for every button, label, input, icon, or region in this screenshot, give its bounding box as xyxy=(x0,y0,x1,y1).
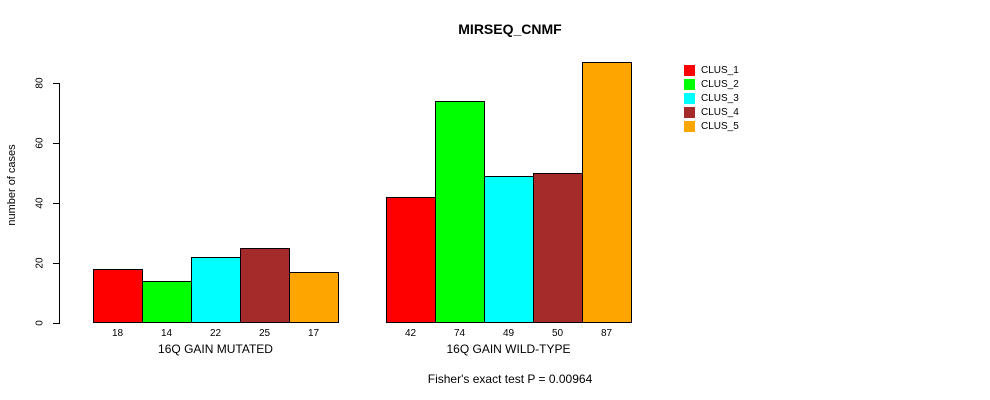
legend-label: CLUS_1 xyxy=(701,65,739,76)
bar-clus_4-group-1 xyxy=(240,248,290,323)
y-tick-label: 0 xyxy=(34,320,46,326)
bar-value-label: 22 xyxy=(209,328,222,339)
bar-value-label: 25 xyxy=(258,328,271,339)
legend-swatch-icon xyxy=(684,93,695,104)
y-tick-label: 80 xyxy=(34,77,46,89)
y-axis-label: number of cases xyxy=(6,144,18,226)
footer-annotation: Fisher's exact test P = 0.00964 xyxy=(427,372,593,386)
y-tick-mark xyxy=(53,262,60,264)
bar-clus_4-group-2 xyxy=(533,173,583,323)
bar-value-label: 87 xyxy=(600,328,613,339)
bar-value-label: 14 xyxy=(160,328,173,339)
legend-swatch-icon xyxy=(684,79,695,90)
group-label-1: 16Q GAIN MUTATED xyxy=(158,342,273,356)
y-tick-mark xyxy=(53,82,60,84)
legend-row-clus_2: CLUS_2 xyxy=(684,79,739,90)
legend-row-clus_4: CLUS_4 xyxy=(684,107,739,118)
legend: CLUS_1 CLUS_2 CLUS_3 CLUS_4 CLUS_5 xyxy=(684,65,739,135)
y-tick-label: 20 xyxy=(34,257,46,269)
bar-value-label: 18 xyxy=(111,328,124,339)
legend-label: CLUS_2 xyxy=(701,79,739,90)
legend-label: CLUS_5 xyxy=(701,121,739,132)
bar-clus_5-group-2 xyxy=(582,62,632,323)
bar-clus_1-group-1 xyxy=(93,269,143,323)
y-tick-label: 60 xyxy=(34,137,46,149)
bar-value-label: 17 xyxy=(307,328,320,339)
bar-clus_5-group-1 xyxy=(289,272,339,323)
legend-row-clus_5: CLUS_5 xyxy=(684,121,739,132)
bar-value-label: 50 xyxy=(551,328,564,339)
bar-value-label: 42 xyxy=(404,328,417,339)
legend-row-clus_3: CLUS_3 xyxy=(684,93,739,104)
legend-label: CLUS_4 xyxy=(701,107,739,118)
legend-swatch-icon xyxy=(684,121,695,132)
bar-clus_1-group-2 xyxy=(386,197,436,323)
y-tick-mark xyxy=(53,142,60,144)
bar-clus_2-group-1 xyxy=(142,281,192,323)
legend-label: CLUS_3 xyxy=(701,93,739,104)
y-tick-label: 40 xyxy=(34,197,46,209)
bar-clus_3-group-1 xyxy=(191,257,241,323)
legend-row-clus_1: CLUS_1 xyxy=(684,65,739,76)
bar-clus_2-group-2 xyxy=(435,101,485,323)
legend-swatch-icon xyxy=(684,65,695,76)
group-label-2: 16Q GAIN WILD-TYPE xyxy=(446,342,571,356)
bar-value-label: 74 xyxy=(453,328,466,339)
legend-swatch-icon xyxy=(684,107,695,118)
bar-value-label: 49 xyxy=(502,328,515,339)
y-tick-mark xyxy=(53,202,60,204)
bar-clus_3-group-2 xyxy=(484,176,534,323)
y-tick-mark xyxy=(53,322,60,324)
chart-title: MIRSEQ_CNMF xyxy=(458,21,562,37)
